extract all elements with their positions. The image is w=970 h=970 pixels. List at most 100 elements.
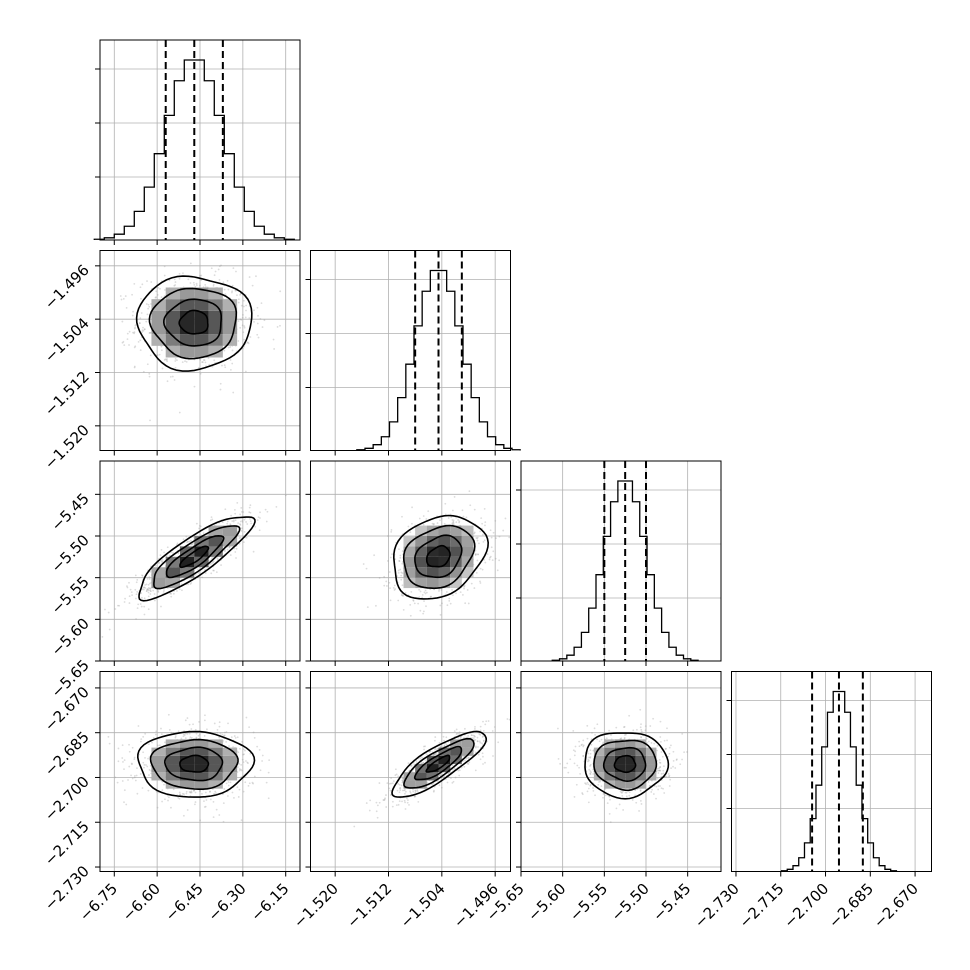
x-tick-label: −1.520 bbox=[290, 880, 342, 932]
contour-level-1 bbox=[163, 746, 224, 782]
density-cell bbox=[222, 299, 238, 311]
density-cell bbox=[403, 546, 416, 557]
density-cell bbox=[426, 546, 439, 557]
contour-level-0 bbox=[425, 544, 451, 568]
density-cell bbox=[208, 755, 223, 765]
density-cell bbox=[635, 764, 646, 773]
density-cell bbox=[194, 299, 209, 311]
density-cell bbox=[208, 525, 223, 536]
density-cell bbox=[635, 739, 646, 748]
density-cell bbox=[180, 334, 195, 346]
density-cell bbox=[194, 556, 209, 568]
density-cell bbox=[151, 577, 166, 589]
density-cell bbox=[614, 739, 626, 748]
scatter-panel-1-0 bbox=[95, 250, 301, 456]
density-cell bbox=[450, 536, 462, 547]
density-cell bbox=[646, 764, 657, 773]
density-cell bbox=[614, 747, 626, 756]
density-cell bbox=[180, 299, 195, 311]
density-cell bbox=[222, 772, 238, 781]
density-cell bbox=[194, 747, 209, 756]
y-tick-label: −2.715 bbox=[41, 817, 93, 869]
scatter-panel-3-2 bbox=[516, 671, 722, 877]
density-cell bbox=[165, 567, 180, 578]
density-cell bbox=[415, 546, 427, 557]
contour-level-2 bbox=[402, 524, 476, 590]
panel-frame bbox=[731, 671, 932, 872]
density-cell bbox=[208, 345, 223, 358]
density-cell bbox=[194, 739, 209, 748]
contour-level-1 bbox=[162, 298, 222, 347]
density-cell bbox=[450, 739, 462, 748]
density-cell bbox=[426, 577, 439, 589]
hist-panel-1 bbox=[305, 250, 521, 456]
contour-level-1 bbox=[413, 745, 463, 781]
density-cell bbox=[461, 739, 474, 748]
density-cell bbox=[180, 556, 195, 568]
density-cells bbox=[403, 525, 474, 589]
density-cell bbox=[438, 577, 451, 589]
density-cell bbox=[194, 287, 209, 300]
panel-frame bbox=[310, 250, 511, 451]
density-cell bbox=[222, 322, 238, 335]
contour-level-0 bbox=[613, 754, 637, 774]
density-cell bbox=[593, 764, 605, 773]
density-cell bbox=[194, 334, 209, 346]
density-cell bbox=[415, 536, 427, 547]
density-cell bbox=[646, 755, 657, 765]
density-cell bbox=[403, 567, 416, 578]
density-cell bbox=[151, 299, 166, 311]
density-cell bbox=[426, 755, 439, 765]
density-cell bbox=[450, 747, 462, 756]
contour-level-0 bbox=[178, 309, 209, 335]
contour-level-3 bbox=[135, 275, 253, 372]
density-cell bbox=[461, 567, 474, 578]
contour-level-3 bbox=[584, 732, 670, 800]
density-cell bbox=[403, 772, 416, 781]
density-cell bbox=[593, 755, 605, 765]
density-cell bbox=[450, 525, 462, 536]
density-cell bbox=[222, 764, 238, 773]
contour-level-2 bbox=[153, 525, 241, 590]
scatter-panel-3-0 bbox=[95, 671, 301, 877]
density-cell bbox=[614, 772, 626, 781]
x-tick-label: −6.75 bbox=[76, 880, 121, 925]
density-cell bbox=[438, 556, 451, 568]
panel-frame bbox=[520, 671, 722, 872]
x-tick-label: −6.60 bbox=[119, 880, 164, 925]
density-cell bbox=[208, 764, 223, 773]
density-cell bbox=[426, 556, 439, 568]
density-cell bbox=[438, 755, 451, 765]
density-cell bbox=[415, 567, 427, 578]
x-tick-label: −2.715 bbox=[736, 880, 788, 932]
density-cell bbox=[165, 747, 180, 756]
x-tick-label: −2.670 bbox=[870, 880, 922, 932]
x-tick-label: −5.55 bbox=[566, 880, 611, 925]
contour-level-0 bbox=[179, 545, 210, 569]
density-cell bbox=[151, 322, 166, 335]
density-cell bbox=[194, 322, 209, 335]
y-tick-label: −1.512 bbox=[41, 368, 93, 420]
contour-level-1 bbox=[414, 534, 463, 579]
y-tick-label: −1.496 bbox=[41, 261, 93, 313]
density-cell bbox=[194, 345, 209, 358]
y-tick-label: −5.45 bbox=[48, 489, 93, 534]
density-cell bbox=[180, 310, 195, 323]
density-cell bbox=[180, 739, 195, 748]
x-tick-label: −5.45 bbox=[649, 880, 694, 925]
density-cell bbox=[593, 747, 605, 756]
x-tick-label: −2.685 bbox=[825, 880, 877, 932]
density-cell bbox=[450, 567, 462, 578]
density-cell bbox=[438, 567, 451, 578]
density-cell bbox=[426, 764, 439, 773]
density-cell bbox=[604, 772, 615, 781]
density-cell bbox=[194, 546, 209, 557]
density-cell bbox=[438, 525, 451, 536]
density-cell bbox=[180, 345, 195, 358]
density-cell bbox=[635, 755, 646, 765]
density-cell bbox=[151, 755, 166, 765]
density-cell bbox=[165, 334, 180, 346]
density-cell bbox=[208, 780, 223, 789]
contour-level-1 bbox=[602, 746, 647, 783]
density-cell bbox=[614, 764, 626, 773]
